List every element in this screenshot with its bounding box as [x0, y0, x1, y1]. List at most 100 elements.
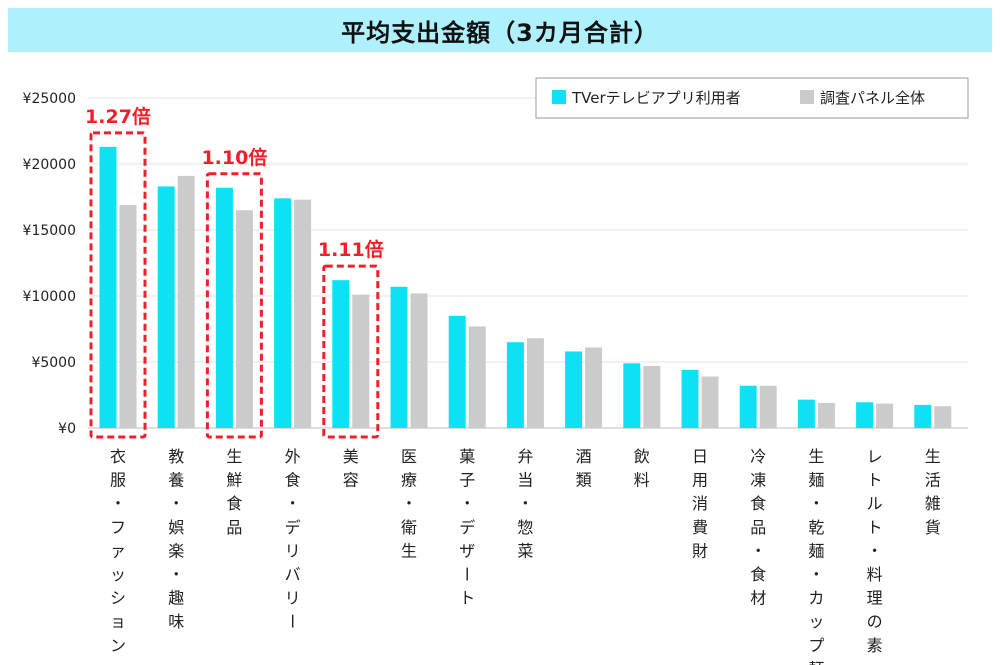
bar-panel: [759, 385, 777, 428]
bar-tver: [681, 369, 699, 428]
category-label-char: 美: [343, 447, 359, 466]
bar-tver: [623, 363, 641, 428]
category-label-char: ・: [867, 541, 883, 560]
category-label-char: ・: [168, 565, 184, 584]
bar-tver: [797, 399, 815, 428]
category-label-char: 生: [226, 447, 242, 466]
category-label-char: ・: [285, 494, 301, 513]
legend-box: [535, 77, 969, 119]
category-label-char: 当: [517, 471, 533, 490]
category-label-char: 菓: [459, 447, 475, 466]
category-label-char: ト: [867, 518, 883, 537]
category-label-char: ・: [750, 541, 766, 560]
category-label-char: デ: [285, 518, 301, 537]
y-tick-label: ¥0: [58, 421, 76, 437]
category-label-char: 教: [168, 447, 184, 466]
category-label-char: 楽: [168, 541, 184, 560]
category-label-char: 惣: [517, 518, 533, 537]
bar-tver: [274, 198, 292, 428]
category-label-char: 品: [750, 518, 766, 537]
bar-panel: [526, 338, 544, 428]
category-label-char: 娯: [168, 518, 184, 537]
category-label-char: 味: [168, 612, 184, 631]
bar-panel: [817, 402, 835, 428]
category-label-char: 衣: [110, 447, 126, 466]
y-tick-label: ¥5000: [31, 355, 76, 371]
multiplier-label: 1.10倍: [201, 146, 267, 169]
category-label-char: バ: [285, 565, 301, 584]
category-label-char: ー: [457, 566, 476, 582]
bar-tver: [99, 146, 117, 428]
category-label-char: 乾: [808, 518, 824, 537]
y-tick-label: ¥10000: [23, 289, 76, 305]
bar-panel: [585, 347, 603, 428]
bar-tver: [448, 315, 466, 428]
bar-tver: [332, 280, 350, 428]
category-label-char: シ: [110, 589, 126, 608]
category-label-char: リ: [285, 589, 301, 608]
highlight-box: [322, 264, 380, 439]
category-label-char: ・: [517, 494, 533, 513]
category-label-char: 菜: [517, 541, 533, 560]
bar-panel: [468, 326, 486, 428]
category-label-char: 養: [168, 471, 184, 490]
bar-panel: [876, 403, 894, 428]
bar-panel: [352, 294, 370, 428]
category-label-char: ・: [808, 565, 824, 584]
category-label-char: ョ: [110, 612, 126, 631]
category-label-char: フ: [110, 518, 126, 537]
category-label-char: 生: [401, 541, 417, 560]
category-label-char: デ: [459, 518, 475, 537]
bar-panel: [643, 365, 661, 428]
category-label-char: ・: [808, 494, 824, 513]
y-tick-label: ¥20000: [23, 157, 76, 173]
category-label-char: ト: [867, 471, 883, 490]
category-label-char: 外: [285, 447, 301, 466]
category-label-char: カ: [808, 589, 824, 608]
y-tick-label: ¥25000: [23, 91, 76, 107]
category-label-char: 子: [459, 471, 475, 490]
category-label-char: 用: [692, 471, 708, 490]
category-label-char: 理: [867, 589, 883, 608]
category-label-char: 医: [401, 447, 417, 466]
category-label-char: 飲: [634, 447, 650, 466]
category-label-char: 酒: [576, 447, 592, 466]
bar-tver: [565, 351, 583, 428]
category-label-char: 食: [750, 565, 766, 584]
chart-title-bar: 平均支出金額（3カ月合計）: [8, 8, 992, 52]
category-label-char: 消: [692, 494, 708, 513]
category-label-char: ・: [459, 494, 475, 513]
category-label-char: ト: [459, 589, 475, 608]
category-label-char: 療: [401, 471, 417, 490]
category-label-char: 活: [925, 471, 941, 490]
category-label-char: 鮮: [226, 471, 242, 490]
category-label-char: 衛: [401, 518, 417, 537]
bar-tver: [390, 286, 408, 428]
category-label-char: ァ: [110, 541, 126, 560]
highlight-box: [205, 172, 263, 439]
category-label-char: 料: [867, 565, 883, 584]
category-label-char: 料: [634, 471, 650, 490]
category-label-char: ッ: [808, 612, 824, 631]
category-label-char: 財: [692, 541, 708, 560]
category-label-char: 冷: [750, 447, 766, 466]
category-label-char: 麺: [808, 659, 824, 665]
category-label-char: 材: [750, 589, 766, 608]
legend-swatch: [552, 90, 566, 104]
category-label-char: 趣: [168, 589, 184, 608]
category-label-char: ル: [867, 494, 883, 513]
legend-swatch: [800, 90, 814, 104]
bar-tver: [215, 187, 233, 428]
bar-panel: [410, 293, 428, 428]
bar-panel: [701, 376, 719, 428]
bar-tver: [739, 385, 757, 428]
category-label-char: 麺: [808, 471, 824, 490]
category-label-char: ・: [401, 494, 417, 513]
category-label-char: 生: [808, 447, 824, 466]
chart-title: 平均支出金額（3カ月合計）: [341, 18, 659, 47]
bar-tver: [506, 342, 524, 428]
highlight-box: [89, 131, 147, 439]
category-label-char: ッ: [110, 565, 126, 584]
bar-tver: [914, 404, 932, 428]
